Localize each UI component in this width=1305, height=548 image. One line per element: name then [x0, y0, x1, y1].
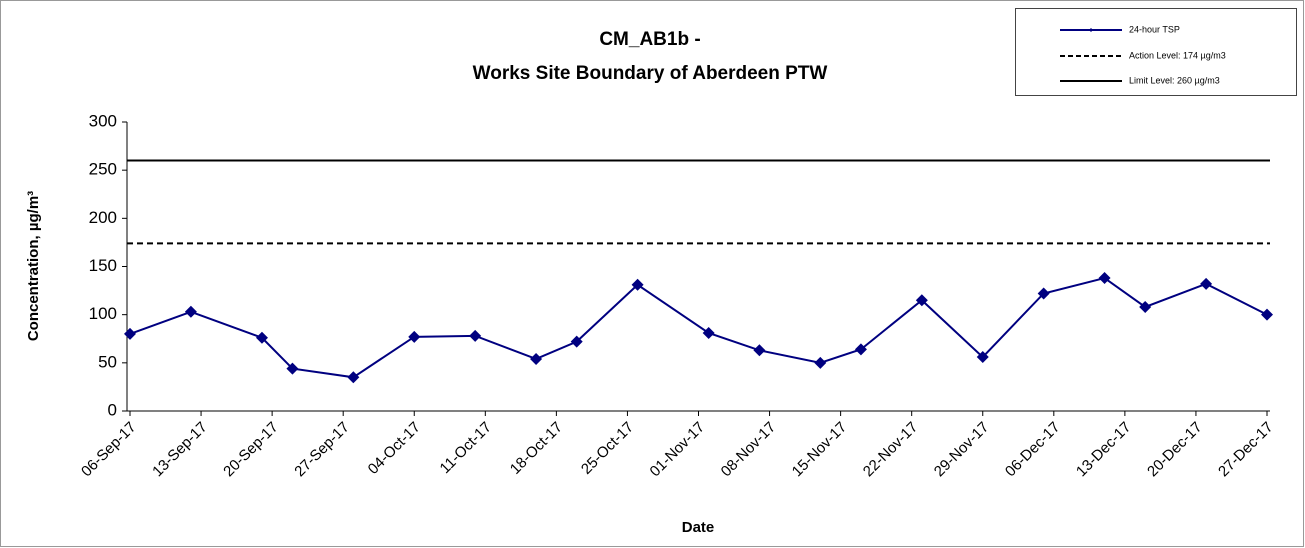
data-point [1200, 277, 1213, 290]
data-point [814, 356, 827, 369]
data-point [702, 326, 715, 339]
data-point [184, 305, 197, 318]
data-point [854, 343, 867, 356]
y-tick-label: 250 [89, 160, 117, 179]
data-point [1098, 272, 1111, 285]
chart-title: CM_AB1b - [599, 29, 700, 50]
data-point [1139, 300, 1152, 313]
data-point [124, 327, 136, 340]
data-point [631, 278, 644, 291]
data-point [469, 329, 482, 342]
data-point [1037, 287, 1050, 300]
legend-label: Action Level: 174 µg/m3 [1129, 50, 1226, 60]
legend-label: 24-hour TSP [1129, 24, 1180, 34]
data-point [530, 352, 543, 365]
y-tick-label: 0 [108, 400, 117, 419]
data-point [753, 344, 766, 357]
data-point [408, 330, 421, 343]
data-point [1261, 308, 1273, 321]
data-point [286, 362, 299, 375]
legend-label: Limit Level: 260 µg/m3 [1129, 75, 1220, 85]
x-axis-label: Date [682, 519, 715, 536]
y-axis-label: Concentration, µg/m³ [25, 191, 42, 341]
y-tick-label: 150 [89, 256, 117, 275]
data-point [255, 331, 268, 344]
y-tick-label: 50 [98, 352, 117, 371]
y-tick-label: 100 [89, 304, 117, 323]
data-point [570, 335, 583, 348]
chart-title: Works Site Boundary of Aberdeen PTW [473, 63, 828, 84]
legend-marker [1089, 28, 1093, 32]
y-tick-label: 200 [89, 208, 117, 227]
data-point [347, 371, 360, 384]
y-tick-label: 300 [89, 111, 117, 130]
data-point [915, 294, 928, 307]
data-point [976, 351, 989, 364]
